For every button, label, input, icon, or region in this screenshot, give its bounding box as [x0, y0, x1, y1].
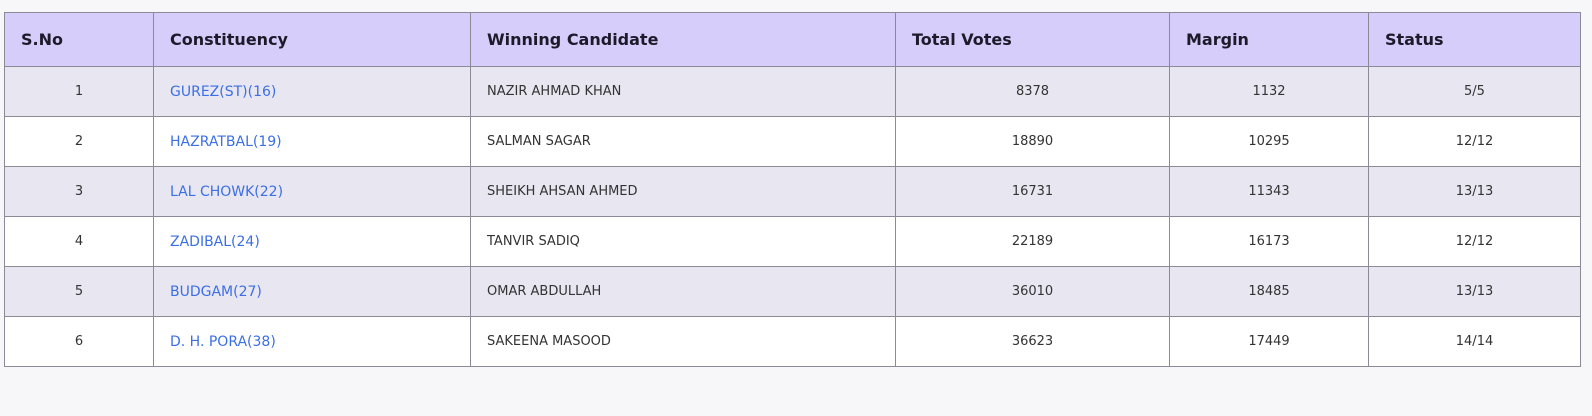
header-winning-candidate: Winning Candidate [470, 12, 896, 67]
constituency-link[interactable]: LAL CHOWK(22) [170, 183, 284, 200]
constituency-cell: ZADIBAL(24) [153, 216, 471, 267]
candidate-cell: SALMAN SAGAR [470, 116, 896, 167]
header-sno: S.No [4, 12, 154, 67]
constituency-cell: D. H. PORA(38) [153, 316, 471, 367]
table-row: 6 D. H. PORA(38) SAKEENA MASOOD 36623 17449 1… [4, 316, 1581, 367]
header-total-votes: Total Votes [895, 12, 1170, 67]
constituency-link[interactable]: ZADIBAL(24) [170, 233, 260, 250]
sno-cell: 1 [4, 66, 154, 117]
results-table: S.No Constituency Winning Candidate Tota… [4, 12, 1581, 367]
candidate-cell: NAZIR AHMAD KHAN [470, 66, 896, 117]
sno-cell: 4 [4, 216, 154, 267]
margin-cell: 16173 [1169, 216, 1369, 267]
candidate-cell: SHEIKH AHSAN AHMED [470, 166, 896, 217]
total-votes-cell: 36623 [895, 316, 1170, 367]
total-votes-cell: 8378 [895, 66, 1170, 117]
total-votes-cell: 16731 [895, 166, 1170, 217]
table-row: 3 LAL CHOWK(22) SHEIKH AHSAN AHMED 16731 113… [4, 166, 1581, 217]
sno-cell: 2 [4, 116, 154, 167]
candidate-cell: SAKEENA MASOOD [470, 316, 896, 367]
status-cell: 14/14 [1368, 316, 1581, 367]
margin-cell: 1132 [1169, 66, 1369, 117]
header-status: Status [1368, 12, 1581, 67]
margin-cell: 11343 [1169, 166, 1369, 217]
status-cell: 13/13 [1368, 166, 1581, 217]
constituency-link[interactable]: D. H. PORA(38) [170, 333, 276, 350]
status-cell: 13/13 [1368, 266, 1581, 317]
total-votes-cell: 22189 [895, 216, 1170, 267]
header-row: S.No Constituency Winning Candidate Tota… [4, 12, 1581, 67]
margin-cell: 18485 [1169, 266, 1369, 317]
table-row: 1 GUREZ(ST)(16) NAZIR AHMAD KHAN 8378 1132 5/… [4, 66, 1581, 117]
candidate-cell: TANVIR SADIQ [470, 216, 896, 267]
total-votes-cell: 36010 [895, 266, 1170, 317]
constituency-cell: HAZRATBAL(19) [153, 116, 471, 167]
table-row: 5 BUDGAM(27) OMAR ABDULLAH 36010 18485 13/13 [4, 266, 1581, 317]
table-row: 4 ZADIBAL(24) TANVIR SADIQ 22189 16173 12/12 [4, 216, 1581, 267]
sno-cell: 6 [4, 316, 154, 367]
constituency-link[interactable]: HAZRATBAL(19) [170, 133, 282, 150]
status-cell: 12/12 [1368, 116, 1581, 167]
constituency-cell: GUREZ(ST)(16) [153, 66, 471, 117]
constituency-link[interactable]: BUDGAM(27) [170, 283, 262, 300]
table-row: 2 HAZRATBAL(19) SALMAN SAGAR 18890 10295 12/1… [4, 116, 1581, 167]
sno-cell: 5 [4, 266, 154, 317]
constituency-cell: BUDGAM(27) [153, 266, 471, 317]
constituency-cell: LAL CHOWK(22) [153, 166, 471, 217]
margin-cell: 10295 [1169, 116, 1369, 167]
status-cell: 5/5 [1368, 66, 1581, 117]
margin-cell: 17449 [1169, 316, 1369, 367]
total-votes-cell: 18890 [895, 116, 1170, 167]
header-margin: Margin [1169, 12, 1369, 67]
candidate-cell: OMAR ABDULLAH [470, 266, 896, 317]
status-cell: 12/12 [1368, 216, 1581, 267]
sno-cell: 3 [4, 166, 154, 217]
constituency-link[interactable]: GUREZ(ST)(16) [170, 83, 277, 100]
header-constituency: Constituency [153, 12, 471, 67]
